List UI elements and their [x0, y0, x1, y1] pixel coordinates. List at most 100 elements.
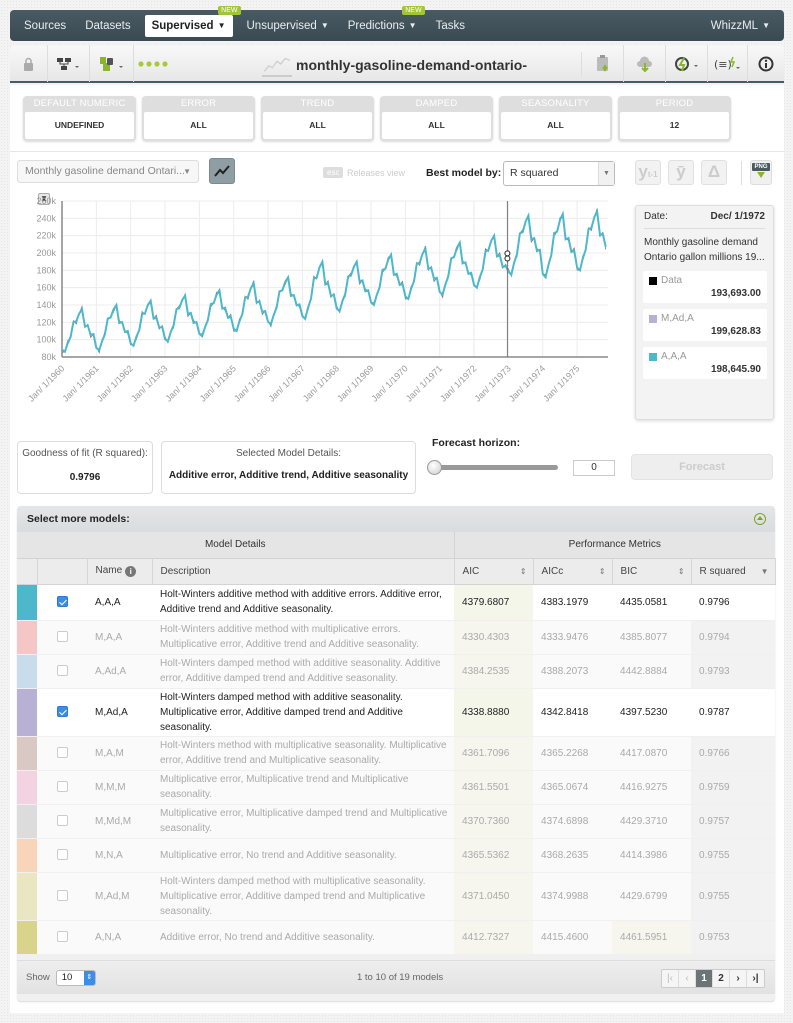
best-model-select[interactable]: R squared ▼ — [503, 161, 615, 186]
forecast-horizon-slider[interactable] — [434, 465, 558, 470]
whizzml-icon[interactable]: (≡) — [708, 45, 748, 82]
model-checkbox[interactable] — [56, 890, 68, 902]
col-aic[interactable]: AIC ⇕ — [454, 558, 534, 585]
col-bic[interactable]: BIC ⇕ — [612, 558, 692, 585]
model-color-swatch — [17, 654, 37, 689]
info-icon[interactable]: i — [125, 566, 137, 577]
model-checkbox[interactable] — [56, 665, 68, 677]
filter-default-numeric[interactable]: DEFAULT NUMERIC UNDEFINED — [23, 96, 136, 141]
model-select-cell[interactable] — [37, 620, 87, 655]
top-nav: Sources Datasets Supervised ▼ NEW Unsuperv… — [10, 5, 784, 41]
reset-zoom-button[interactable]: ⧗ — [38, 193, 50, 205]
table-row[interactable]: A,N,A Additive error, No trend and Additi… — [17, 920, 776, 955]
nav-unsupervised[interactable]: Unsupervised ▼ — [247, 15, 329, 37]
png-export-button[interactable]: PNG — [750, 160, 772, 185]
models-panel-header: Select more models: — [17, 506, 775, 532]
model-select-cell[interactable] — [37, 770, 87, 805]
model-types-icon[interactable] — [90, 45, 134, 82]
filter-damped[interactable]: DAMPED ALL — [380, 96, 493, 141]
nav-supervised[interactable]: Supervised ▼ NEW — [144, 5, 241, 37]
forecast-chart[interactable]: 80k 100k 120k 140k 160k 180k 200k 220k 240k 260k J… — [10, 191, 620, 431]
table-row[interactable]: M,A,A Holt-Winters additive method with m… — [17, 620, 776, 655]
actions-icon[interactable] — [666, 45, 708, 82]
table-row[interactable]: M,A,M Holt-Winters method with multiplica… — [17, 736, 776, 771]
table-row[interactable]: M,Ad,M Holt-Winters damped method with mu… — [17, 872, 776, 921]
model-aicc: 4365.2268 — [533, 736, 613, 771]
series-select-value: Monthly gasoline demand Ontari... — [25, 165, 185, 177]
divider — [741, 161, 742, 185]
filter-error[interactable]: ERROR ALL — [142, 96, 255, 141]
line-chart-icon — [214, 165, 230, 177]
nav-tasks[interactable]: Tasks — [436, 15, 465, 37]
model-checkbox[interactable] — [56, 631, 68, 643]
page-1-button[interactable]: 1 — [696, 970, 713, 987]
table-row[interactable]: M,Md,M Multiplicative error, Multiplicati… — [17, 804, 776, 839]
svg-text:140k: 140k — [36, 300, 56, 310]
col-bic-label: BIC — [620, 565, 638, 577]
model-tree-icon[interactable] — [48, 45, 90, 82]
model-select-cell[interactable] — [37, 736, 87, 771]
lag-view-button[interactable]: yt-1 — [635, 160, 661, 185]
last-page-button[interactable]: ›| — [752, 973, 759, 984]
divider — [10, 151, 784, 152]
info-icon[interactable] — [748, 45, 784, 82]
table-row[interactable]: A,Ad,A Holt-Winters damped method with ad… — [17, 654, 776, 689]
svg-text:260k: 260k — [36, 196, 56, 206]
col-aicc[interactable]: AICc ⇕ — [533, 558, 613, 585]
model-select-cell[interactable] — [37, 688, 87, 737]
model-checkbox[interactable] — [56, 747, 68, 759]
next-page-button[interactable]: › — [730, 970, 747, 987]
clipboard-download-icon[interactable] — [582, 45, 624, 82]
mean-view-button[interactable]: ȳ — [668, 160, 694, 185]
filter-header: DEFAULT NUMERIC — [33, 98, 126, 109]
col-name[interactable]: Name i — [87, 558, 153, 585]
forecast-horizon-input[interactable]: 0 — [573, 460, 615, 476]
svg-text:240k: 240k — [36, 213, 56, 223]
collapse-icon[interactable] — [754, 513, 766, 525]
page-size-select[interactable]: 10 ⇕ — [55, 969, 96, 986]
nav-label: Datasets — [85, 19, 131, 32]
model-checkbox[interactable] — [56, 706, 68, 718]
first-page-button[interactable]: |‹ — [662, 970, 679, 987]
model-bic: 4461.5951 — [612, 920, 692, 955]
forecast-button[interactable]: Forecast — [631, 454, 773, 480]
prev-page-button[interactable]: ‹ — [679, 970, 696, 987]
table-row[interactable]: A,A,A Holt-Winters additive method with a… — [17, 584, 776, 621]
slider-handle[interactable] — [427, 460, 442, 475]
model-select-cell[interactable] — [37, 920, 87, 955]
model-select-cell[interactable] — [37, 872, 87, 921]
nav-whizzml[interactable]: WhizzML ▼ — [711, 15, 770, 37]
col-aic-label: AIC — [462, 565, 480, 577]
model-checkbox[interactable] — [56, 931, 68, 943]
filter-value: ALL — [144, 112, 253, 139]
table-row[interactable]: M,N,A Multiplicative error, No trend and … — [17, 838, 776, 873]
col-rsq[interactable]: R squared ▼ — [691, 558, 776, 585]
model-select-cell[interactable] — [37, 838, 87, 873]
filter-period[interactable]: PERIOD 12 — [618, 96, 731, 141]
model-select-cell[interactable] — [37, 584, 87, 621]
page-2-button[interactable]: 2 — [713, 970, 730, 987]
nav-sources[interactable]: Sources — [24, 15, 66, 37]
png-label: PNG — [752, 163, 770, 171]
series-select[interactable]: Monthly gasoline demand Ontari... ▼ — [17, 160, 199, 183]
model-checkbox[interactable] — [56, 849, 68, 861]
model-checkbox[interactable] — [56, 815, 68, 827]
lock-icon[interactable] — [10, 45, 48, 82]
delta-view-button[interactable]: Δ — [701, 160, 727, 185]
releases-view-link[interactable]: Releases view — [347, 168, 406, 178]
series-value: 193,693.00 — [710, 288, 761, 299]
model-bic: 4414.3986 — [612, 838, 692, 873]
model-select-cell[interactable] — [37, 804, 87, 839]
hover-details-panel: Date: Dec/ 1/1972 Monthly gasoline demand… — [635, 205, 774, 420]
table-row[interactable]: M,Ad,A Holt-Winters damped method with ad… — [17, 688, 776, 737]
nav-predictions[interactable]: Predictions ▼ NEW — [348, 5, 425, 37]
model-checkbox[interactable] — [56, 781, 68, 793]
table-row[interactable]: M,M,M Multiplicative error, Multiplicativ… — [17, 770, 776, 805]
cloud-download-icon[interactable] — [624, 45, 666, 82]
filter-trend[interactable]: TREND ALL — [261, 96, 374, 141]
model-checkbox[interactable] — [56, 596, 68, 608]
filter-seasonality[interactable]: SEASONALITY ALL — [499, 96, 612, 141]
line-chart-button[interactable] — [209, 158, 235, 184]
nav-datasets[interactable]: Datasets — [85, 15, 130, 37]
model-select-cell[interactable] — [37, 654, 87, 689]
